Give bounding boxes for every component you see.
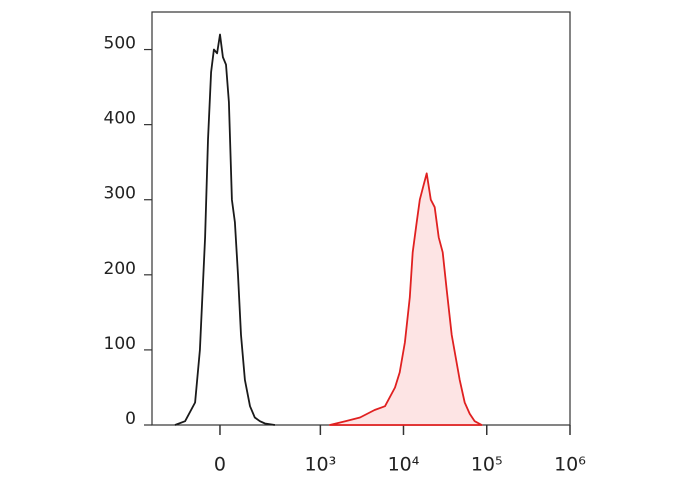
plot-frame xyxy=(151,11,571,426)
x-tick-label: 0 xyxy=(214,454,226,476)
y-tick-label: 200 xyxy=(104,259,136,279)
y-tick-label: 400 xyxy=(104,109,136,129)
histogram-line xyxy=(328,172,483,426)
x-tick-label: 10⁴ xyxy=(388,454,420,476)
y-tick-label: 100 xyxy=(104,334,136,354)
y-tick-label: 0 xyxy=(125,409,136,429)
y-tick-label: 500 xyxy=(104,34,136,54)
x-tick-label: 10⁵ xyxy=(471,454,503,476)
histogram-line xyxy=(174,33,276,426)
y-tick-label: 300 xyxy=(104,184,136,204)
x-tick-label: 10³ xyxy=(304,454,336,476)
x-tick-label: 10⁶ xyxy=(554,454,586,476)
